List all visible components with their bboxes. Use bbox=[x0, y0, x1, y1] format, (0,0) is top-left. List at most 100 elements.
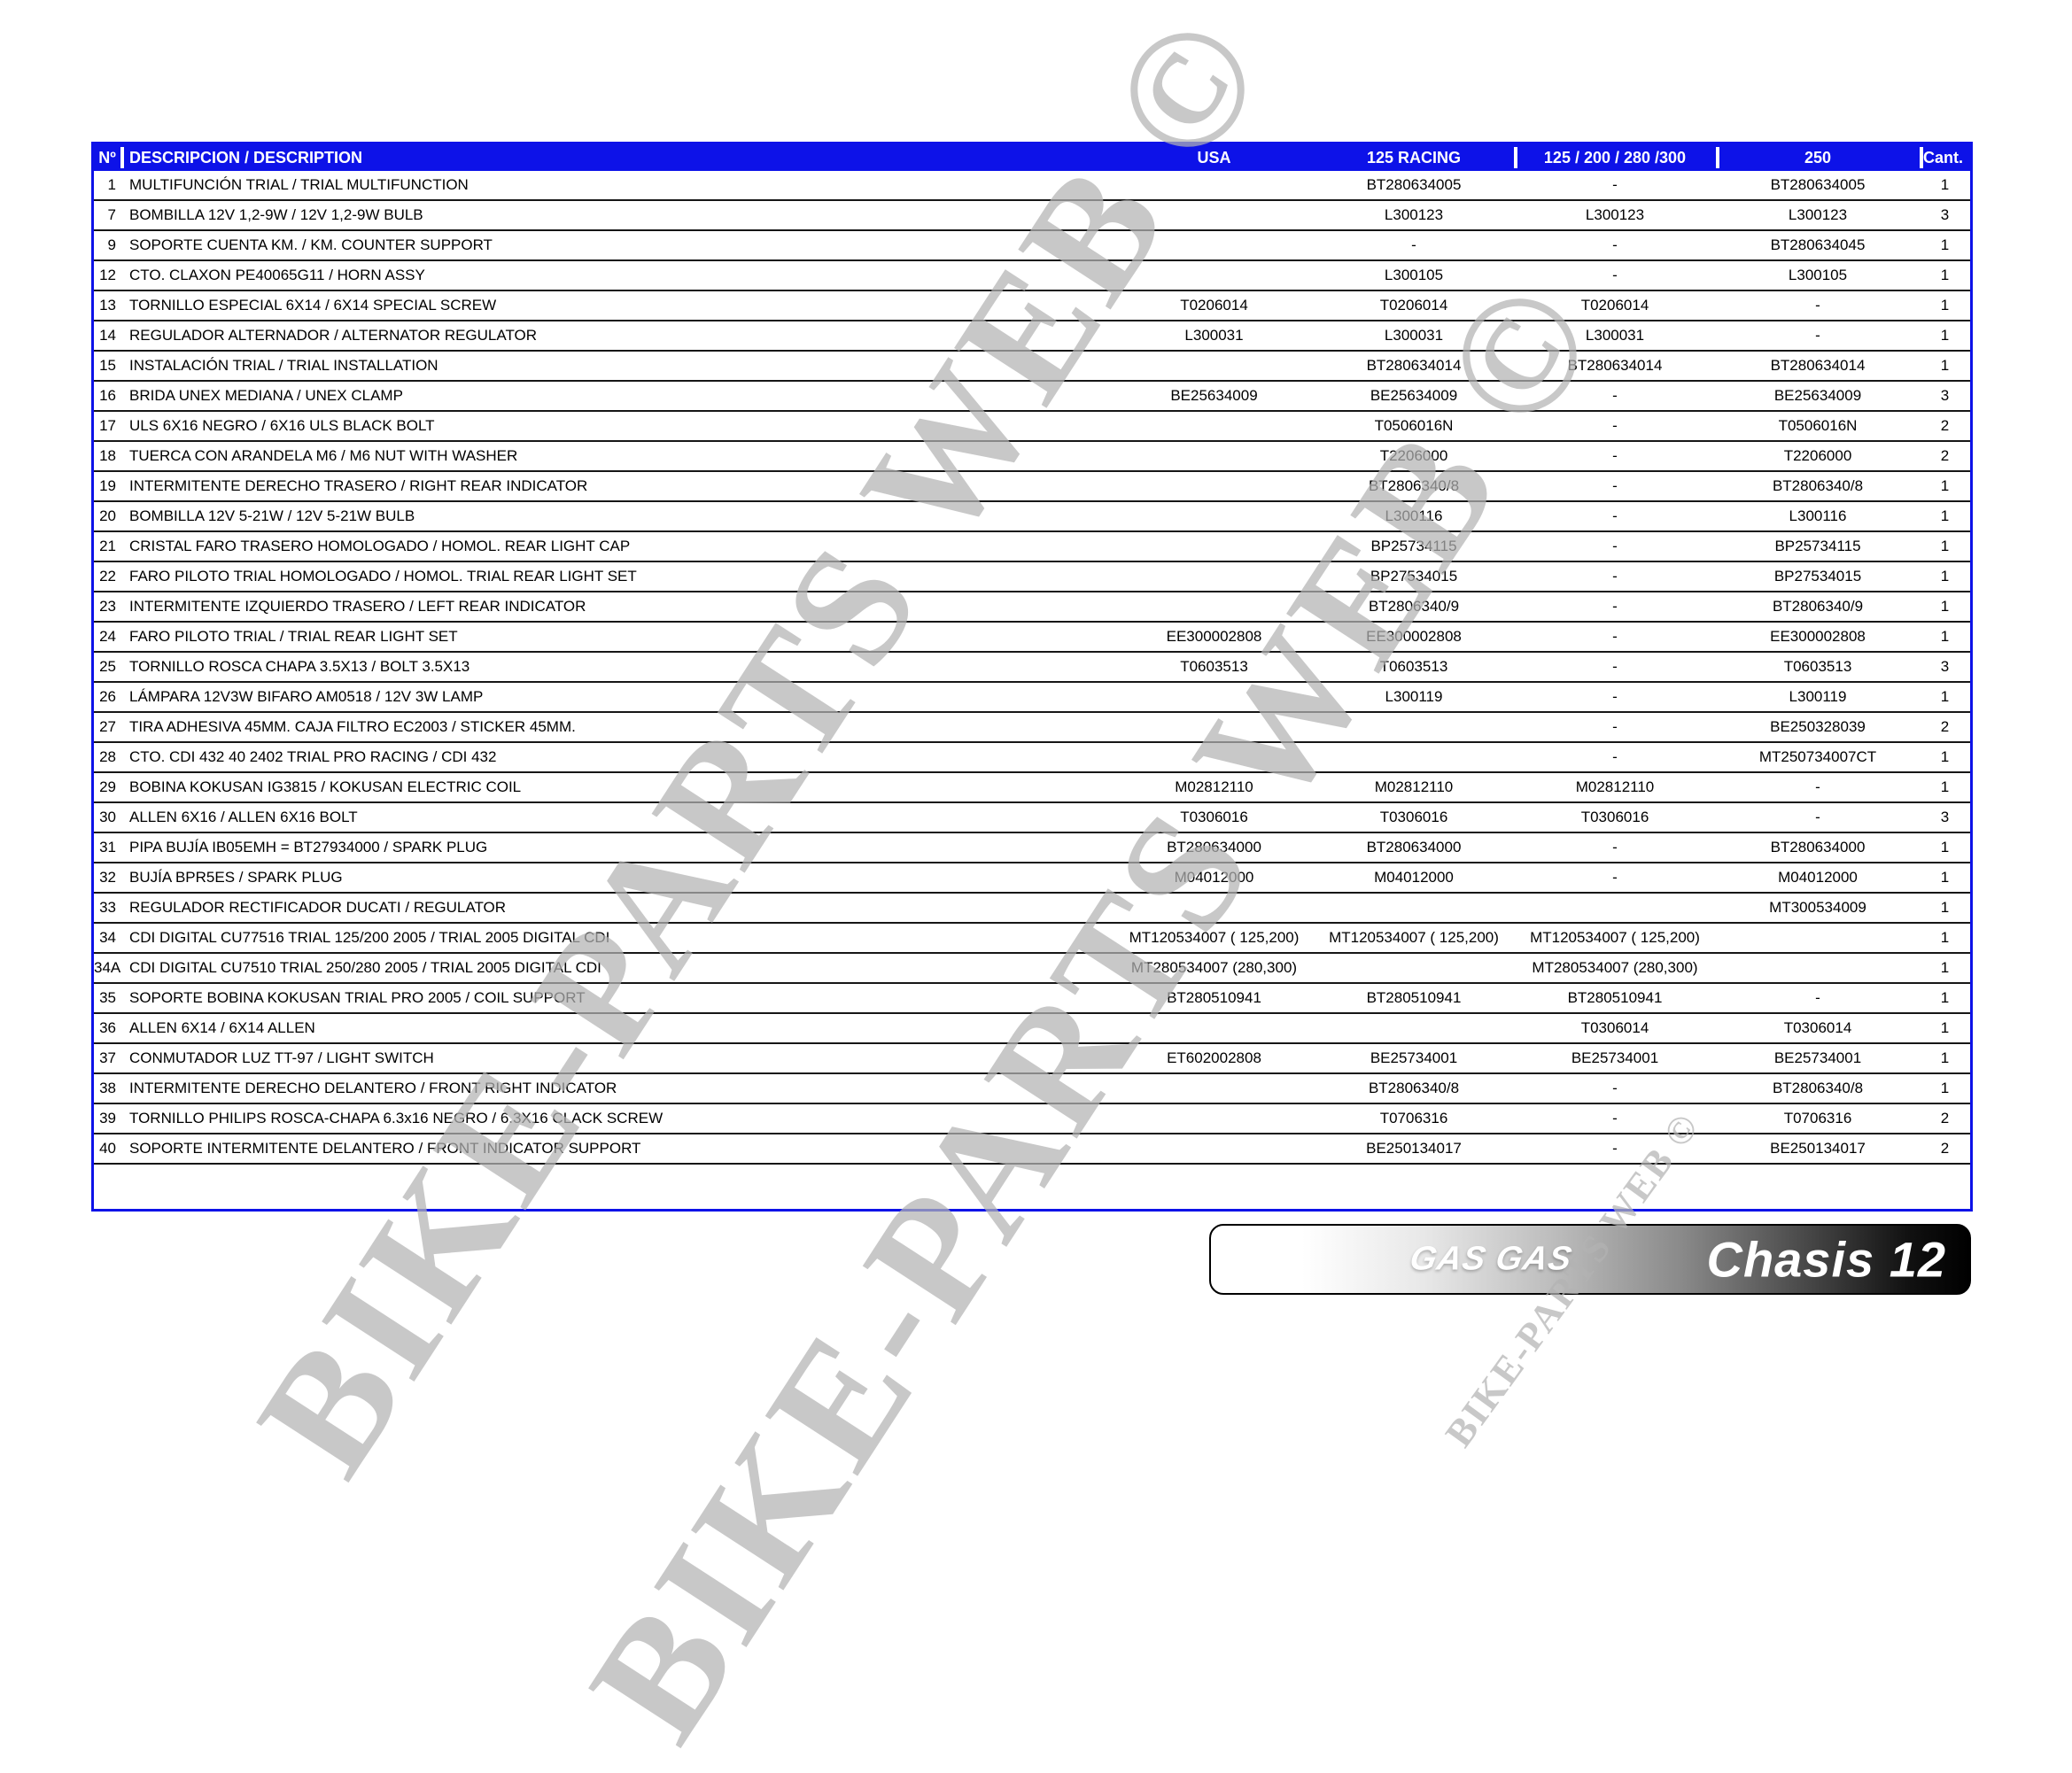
cell-125-racing-ref: MT120534007 ( 125,200) bbox=[1329, 929, 1499, 946]
cell-125-racing-ref: L300031 bbox=[1384, 327, 1444, 344]
cell-part-number-index: 19 bbox=[99, 477, 116, 494]
cell-quantity: 1 bbox=[1940, 929, 1950, 946]
cell-250-ref bbox=[1716, 924, 1920, 952]
cell-usa-ref bbox=[1114, 1074, 1314, 1103]
cell-250-ref: BT280634045 bbox=[1770, 236, 1866, 253]
cell-part-number-index: 23 bbox=[99, 598, 116, 615]
cell-quantity: 3 bbox=[1940, 387, 1950, 404]
cell-125-racing-ref: T0603513 bbox=[1379, 658, 1448, 675]
cell-250-ref: - bbox=[1815, 297, 1820, 314]
cell-250-ref: T0306014 bbox=[1783, 1019, 1852, 1036]
table-row: 26 LÁMPARA 12V3W BIFARO AM0518 / 12V 3W … bbox=[94, 683, 1970, 713]
cell-quantity: 1 bbox=[1940, 267, 1950, 283]
cell-250-ref: BT2806340/8 bbox=[1772, 477, 1864, 494]
cell-usa-ref bbox=[1114, 592, 1314, 621]
cell-description: SOPORTE CUENTA KM. / KM. COUNTER SUPPORT bbox=[129, 236, 493, 253]
table-row: 18 TUERCA CON ARANDELA M6 / M6 NUT WITH … bbox=[94, 442, 1970, 472]
cell-quantity: 1 bbox=[1940, 628, 1950, 645]
cell-125-200-280-300-ref: BT280510941 bbox=[1567, 989, 1663, 1006]
cell-quantity: 1 bbox=[1940, 176, 1950, 193]
cell-description: BOMBILLA 12V 1,2-9W / 12V 1,2-9W BULB bbox=[129, 206, 423, 223]
cell-usa-ref: BT280510941 bbox=[1167, 989, 1261, 1006]
cell-125-racing-ref: - bbox=[1411, 236, 1416, 253]
cell-part-number-index: 17 bbox=[99, 417, 116, 434]
header-qty: Cant. bbox=[1920, 144, 1970, 171]
cell-125-200-280-300-ref: - bbox=[1612, 869, 1618, 886]
cell-quantity: 1 bbox=[1940, 748, 1950, 765]
cell-125-200-280-300-ref: - bbox=[1612, 718, 1618, 735]
table-row: 14 REGULADOR ALTERNADOR / ALTERNATOR REG… bbox=[94, 321, 1970, 352]
cell-125-racing-ref: BT2806340/8 bbox=[1368, 477, 1460, 494]
cell-quantity: 1 bbox=[1940, 839, 1950, 856]
cell-description: INSTALACIÓN TRIAL / TRIAL INSTALLATION bbox=[129, 357, 438, 374]
cell-part-number-index: 26 bbox=[99, 688, 116, 705]
cell-description: SOPORTE BOBINA KOKUSAN TRIAL PRO 2005 / … bbox=[129, 989, 586, 1006]
cell-125-200-280-300-ref: BE25734001 bbox=[1571, 1049, 1659, 1066]
cell-125-racing-ref: BT280634005 bbox=[1366, 176, 1462, 193]
cell-125-racing-ref bbox=[1314, 713, 1514, 741]
cell-usa-ref: T0603513 bbox=[1180, 658, 1248, 675]
cell-description: MULTIFUNCIÓN TRIAL / TRIAL MULTIFUNCTION bbox=[129, 176, 469, 193]
cell-quantity: 1 bbox=[1940, 297, 1950, 314]
cell-125-200-280-300-ref: T0306016 bbox=[1580, 809, 1649, 825]
cell-250-ref: L300105 bbox=[1788, 267, 1848, 283]
cell-250-ref: - bbox=[1815, 809, 1820, 825]
cell-125-200-280-300-ref: - bbox=[1612, 417, 1618, 434]
cell-125-200-280-300-ref: - bbox=[1612, 598, 1618, 615]
cell-part-number-index: 35 bbox=[99, 989, 116, 1006]
cell-125-racing-ref: T0206014 bbox=[1379, 297, 1448, 314]
cell-quantity: 2 bbox=[1940, 1140, 1950, 1157]
cell-125-200-280-300-ref: T0206014 bbox=[1580, 297, 1649, 314]
cell-quantity: 3 bbox=[1940, 809, 1950, 825]
cell-250-ref: EE300002808 bbox=[1770, 628, 1866, 645]
cell-part-number-index: 38 bbox=[99, 1080, 116, 1096]
cell-125-200-280-300-ref: L300123 bbox=[1585, 206, 1645, 223]
table-row: 20 BOMBILLA 12V 5-21W / 12V 5-21W BULB L… bbox=[94, 502, 1970, 532]
table-row: 39 TORNILLO PHILIPS ROSCA-CHAPA 6.3x16 N… bbox=[94, 1104, 1970, 1134]
cell-usa-ref bbox=[1114, 352, 1314, 380]
cell-250-ref: - bbox=[1815, 989, 1820, 1006]
cell-description: BRIDA UNEX MEDIANA / UNEX CLAMP bbox=[129, 387, 403, 404]
cell-250-ref: BT2806340/8 bbox=[1772, 1080, 1864, 1096]
cell-part-number-index: 28 bbox=[99, 748, 116, 765]
cell-usa-ref bbox=[1114, 472, 1314, 500]
cell-usa-ref bbox=[1114, 442, 1314, 470]
cell-usa-ref bbox=[1114, 231, 1314, 259]
cell-quantity: 1 bbox=[1940, 869, 1950, 886]
cell-quantity: 1 bbox=[1940, 568, 1950, 585]
cell-250-ref: T0506016N bbox=[1778, 417, 1858, 434]
cell-250-ref: MT250734007CT bbox=[1758, 748, 1877, 765]
table-row: 12 CTO. CLAXON PE40065G11 / HORN ASSY L3… bbox=[94, 261, 1970, 291]
cell-part-number-index: 24 bbox=[99, 628, 116, 645]
cell-part-number-index: 16 bbox=[99, 387, 116, 404]
cell-125-racing-ref: BT2806340/9 bbox=[1368, 598, 1460, 615]
cell-part-number-index: 40 bbox=[99, 1140, 116, 1157]
cell-description: TIRA ADHESIVA 45MM. CAJA FILTRO EC2003 /… bbox=[129, 718, 576, 735]
cell-quantity: 1 bbox=[1940, 598, 1950, 615]
cell-description: REGULADOR ALTERNADOR / ALTERNATOR REGULA… bbox=[129, 327, 538, 344]
cell-250-ref: L300123 bbox=[1788, 206, 1848, 223]
cell-quantity: 2 bbox=[1940, 417, 1950, 434]
cell-125-racing-ref: BT2806340/8 bbox=[1368, 1080, 1460, 1096]
cell-description: PIPA BUJÍA IB05EMH = BT27934000 / SPARK … bbox=[129, 839, 488, 856]
cell-125-200-280-300-ref: - bbox=[1612, 568, 1618, 585]
table-row: 27 TIRA ADHESIVA 45MM. CAJA FILTRO EC200… bbox=[94, 713, 1970, 743]
cell-usa-ref bbox=[1114, 1014, 1314, 1042]
cell-125-racing-ref bbox=[1314, 954, 1514, 982]
cell-125-200-280-300-ref: - bbox=[1612, 1140, 1618, 1157]
cell-250-ref: BP27534015 bbox=[1773, 568, 1862, 585]
header-125-200-280-300: 125 / 200 / 280 /300 bbox=[1514, 144, 1716, 171]
cell-description: TUERCA CON ARANDELA M6 / M6 NUT WITH WAS… bbox=[129, 447, 518, 464]
table-row: 35 SOPORTE BOBINA KOKUSAN TRIAL PRO 2005… bbox=[94, 984, 1970, 1014]
table-row: 23 INTERMITENTE IZQUIERDO TRASERO / LEFT… bbox=[94, 592, 1970, 623]
cell-quantity: 1 bbox=[1940, 688, 1950, 705]
cell-description: TORNILLO PHILIPS ROSCA-CHAPA 6.3x16 NEGR… bbox=[129, 1110, 664, 1127]
footer-banner: GAS GAS Chasis 12 bbox=[1209, 1224, 1971, 1295]
cell-usa-ref: T0306016 bbox=[1180, 809, 1248, 825]
cell-125-200-280-300-ref: MT120534007 ( 125,200) bbox=[1530, 929, 1700, 946]
cell-description: ALLEN 6X16 / ALLEN 6X16 BOLT bbox=[129, 809, 358, 825]
cell-250-ref: T0603513 bbox=[1783, 658, 1852, 675]
cell-part-number-index: 32 bbox=[99, 869, 116, 886]
cell-part-number-index: 29 bbox=[99, 778, 116, 795]
parts-table: Nº DESCRIPCION / DESCRIPTION USA 125 RAC… bbox=[91, 142, 1973, 1212]
